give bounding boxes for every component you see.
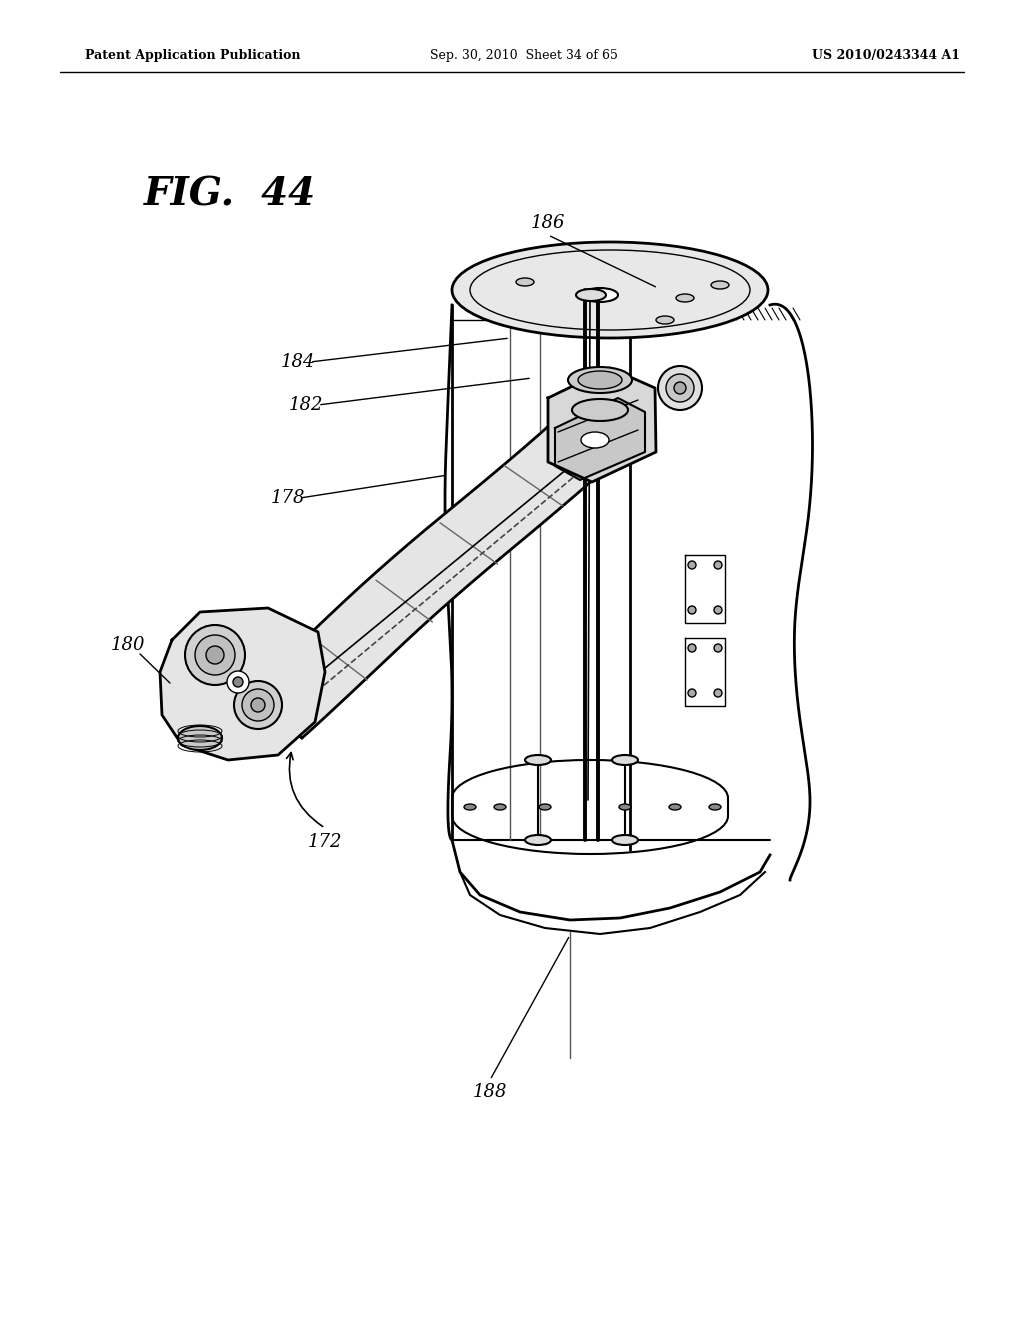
Polygon shape (248, 408, 628, 738)
Ellipse shape (688, 561, 696, 569)
Ellipse shape (516, 279, 534, 286)
Ellipse shape (674, 381, 686, 393)
Text: 178: 178 (270, 488, 305, 507)
Ellipse shape (464, 804, 476, 810)
Ellipse shape (612, 836, 638, 845)
Ellipse shape (658, 366, 702, 411)
Ellipse shape (452, 242, 768, 338)
Ellipse shape (572, 399, 628, 421)
Text: Sep. 30, 2010  Sheet 34 of 65: Sep. 30, 2010 Sheet 34 of 65 (430, 49, 617, 62)
Ellipse shape (666, 374, 694, 403)
Ellipse shape (714, 689, 722, 697)
Ellipse shape (581, 432, 609, 447)
Ellipse shape (578, 371, 622, 389)
Ellipse shape (688, 689, 696, 697)
Ellipse shape (242, 689, 274, 721)
Ellipse shape (714, 644, 722, 652)
Polygon shape (685, 638, 725, 706)
Ellipse shape (709, 804, 721, 810)
Ellipse shape (618, 804, 631, 810)
Ellipse shape (178, 726, 222, 750)
Ellipse shape (525, 836, 551, 845)
Ellipse shape (494, 804, 506, 810)
Polygon shape (685, 554, 725, 623)
Ellipse shape (714, 606, 722, 614)
Ellipse shape (195, 635, 234, 675)
Ellipse shape (676, 294, 694, 302)
Text: 184: 184 (281, 352, 315, 371)
Ellipse shape (575, 289, 606, 301)
Ellipse shape (568, 367, 632, 393)
Ellipse shape (711, 281, 729, 289)
Polygon shape (160, 609, 325, 760)
Ellipse shape (233, 677, 243, 686)
Ellipse shape (669, 804, 681, 810)
Ellipse shape (582, 288, 618, 302)
Text: 186: 186 (530, 214, 565, 232)
Ellipse shape (185, 624, 245, 685)
Ellipse shape (688, 644, 696, 652)
Polygon shape (555, 399, 645, 480)
Ellipse shape (227, 671, 249, 693)
Ellipse shape (612, 755, 638, 766)
Ellipse shape (234, 681, 282, 729)
Text: Patent Application Publication: Patent Application Publication (85, 49, 300, 62)
Ellipse shape (714, 561, 722, 569)
Polygon shape (548, 368, 656, 482)
Text: FIG.  44: FIG. 44 (144, 176, 316, 214)
Text: 188: 188 (473, 1082, 507, 1101)
Ellipse shape (656, 315, 674, 323)
Ellipse shape (206, 645, 224, 664)
Ellipse shape (251, 698, 265, 711)
Text: US 2010/0243344 A1: US 2010/0243344 A1 (812, 49, 961, 62)
Text: 180: 180 (111, 636, 145, 653)
Ellipse shape (688, 606, 696, 614)
Text: 182: 182 (289, 396, 324, 414)
Ellipse shape (539, 804, 551, 810)
Ellipse shape (525, 755, 551, 766)
Text: 172: 172 (308, 833, 342, 851)
